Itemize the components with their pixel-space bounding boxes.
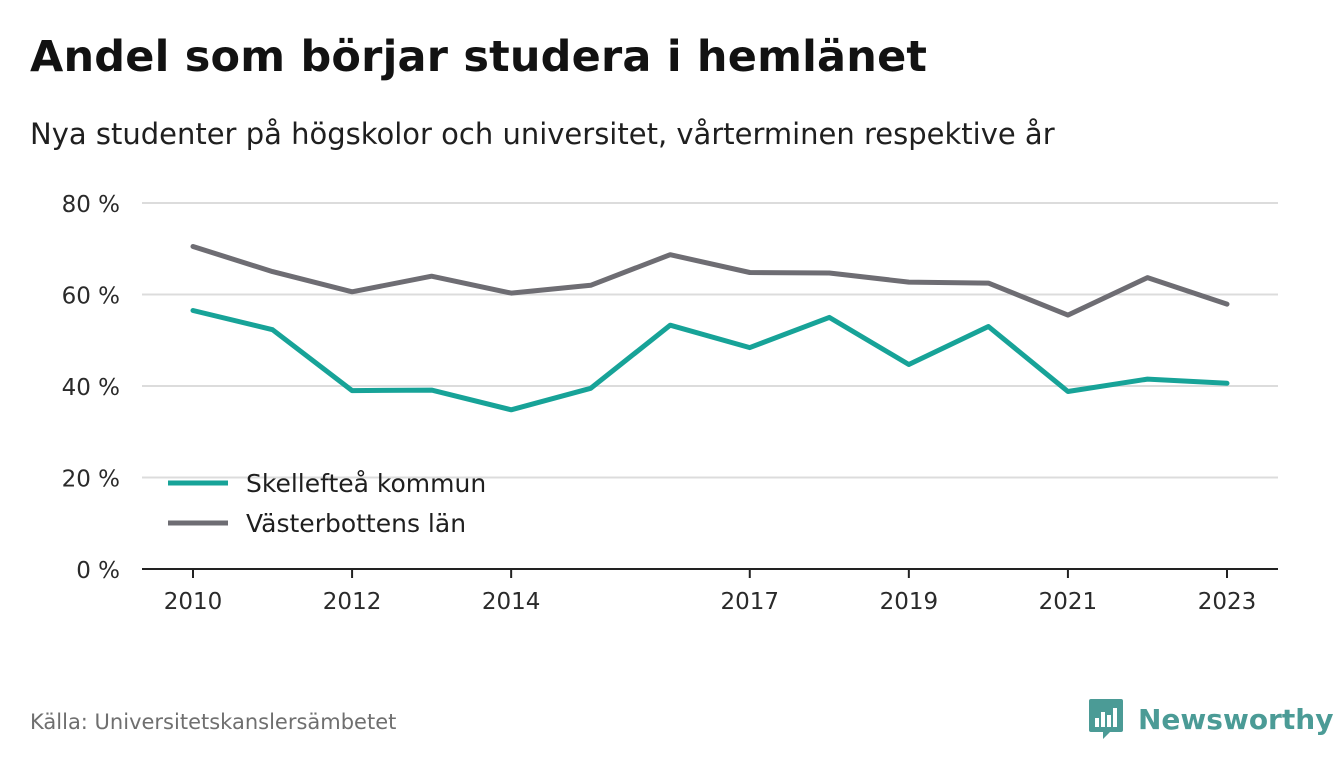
x-tick-label: 2014 xyxy=(482,589,541,615)
y-tick-label: 0 % xyxy=(76,558,120,584)
line-chart: 0 % 20 % 40 % 60 % 80 % 2010 2012 2014 2017 2019 2… xyxy=(62,192,1278,615)
x-tick-label: 2023 xyxy=(1198,589,1257,615)
x-tick-label: 2010 xyxy=(164,589,223,615)
legend-label: Västerbottens län xyxy=(246,509,466,538)
series-line-vasterbotten xyxy=(190,244,1230,318)
y-tick-label: 80 % xyxy=(62,192,120,218)
x-tick-label: 2012 xyxy=(323,589,382,615)
y-tick-label: 60 % xyxy=(62,284,120,310)
source-note: Källa: Universitetskanslersämbetet xyxy=(30,710,397,734)
chart-subtitle: Nya studenter på högskolor och universit… xyxy=(30,117,1055,151)
y-tick-label: 20 % xyxy=(62,467,120,493)
chart-title: Andel som börjar studera i hemlänet xyxy=(30,32,928,82)
x-tick-label: 2021 xyxy=(1039,589,1098,615)
x-tick-label: 2017 xyxy=(720,589,779,615)
brand-name: Newsworthy xyxy=(1138,702,1334,736)
x-tick-label: 2019 xyxy=(880,589,939,615)
legend-label: Skellefteå kommun xyxy=(246,469,486,498)
series-line-skelleftea xyxy=(190,308,1230,413)
newsworthy-logo-icon xyxy=(1089,699,1123,739)
newsworthy-logo: Newsworthy xyxy=(1088,698,1333,740)
y-tick-label: 40 % xyxy=(62,375,120,401)
